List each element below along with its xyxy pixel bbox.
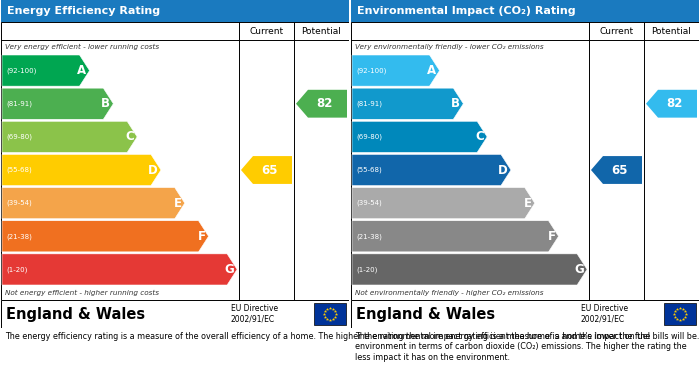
- Text: (39-54): (39-54): [6, 200, 32, 206]
- Text: E: E: [524, 197, 532, 210]
- Text: EU Directive
2002/91/EC: EU Directive 2002/91/EC: [231, 304, 278, 324]
- Text: C: C: [125, 130, 134, 143]
- Text: 65: 65: [261, 163, 278, 176]
- Polygon shape: [646, 90, 697, 118]
- Bar: [664, 303, 696, 325]
- Bar: [314, 303, 346, 325]
- Text: B: B: [102, 97, 111, 110]
- Text: (1-20): (1-20): [356, 266, 377, 273]
- Polygon shape: [2, 221, 209, 252]
- Text: England & Wales: England & Wales: [356, 307, 495, 321]
- Text: Current: Current: [249, 27, 284, 36]
- Polygon shape: [352, 55, 440, 86]
- Text: The environmental impact rating is a measure of a home's impact on the environme: The environmental impact rating is a mea…: [355, 332, 687, 362]
- Text: (69-80): (69-80): [356, 134, 382, 140]
- Polygon shape: [352, 221, 559, 252]
- Polygon shape: [2, 188, 185, 219]
- Polygon shape: [352, 154, 511, 186]
- Text: Current: Current: [599, 27, 634, 36]
- Text: (81-91): (81-91): [356, 100, 382, 107]
- Polygon shape: [352, 88, 463, 119]
- Polygon shape: [241, 156, 292, 184]
- Text: Not environmentally friendly - higher CO₂ emissions: Not environmentally friendly - higher CO…: [355, 290, 543, 296]
- Polygon shape: [2, 88, 113, 119]
- Text: (69-80): (69-80): [6, 134, 32, 140]
- Polygon shape: [352, 121, 487, 152]
- Text: (81-91): (81-91): [6, 100, 32, 107]
- Text: EU Directive
2002/91/EC: EU Directive 2002/91/EC: [581, 304, 628, 324]
- Text: Potential: Potential: [302, 27, 342, 36]
- Text: F: F: [197, 230, 206, 243]
- Text: B: B: [452, 97, 461, 110]
- Text: Energy Efficiency Rating: Energy Efficiency Rating: [7, 6, 160, 16]
- Text: The energy efficiency rating is a measure of the overall efficiency of a home. T: The energy efficiency rating is a measur…: [5, 332, 699, 341]
- Text: A: A: [428, 64, 437, 77]
- Polygon shape: [2, 121, 137, 152]
- Polygon shape: [2, 154, 161, 186]
- Text: Very energy efficient - lower running costs: Very energy efficient - lower running co…: [5, 44, 159, 50]
- Text: (55-68): (55-68): [6, 167, 32, 173]
- Text: D: D: [498, 163, 508, 176]
- Text: Potential: Potential: [652, 27, 692, 36]
- Text: 82: 82: [666, 97, 682, 110]
- Text: D: D: [148, 163, 158, 176]
- Text: C: C: [475, 130, 484, 143]
- Text: F: F: [547, 230, 556, 243]
- Text: Environmental Impact (CO₂) Rating: Environmental Impact (CO₂) Rating: [357, 6, 575, 16]
- Text: (21-38): (21-38): [356, 233, 382, 240]
- Text: E: E: [174, 197, 182, 210]
- Text: G: G: [224, 263, 234, 276]
- Polygon shape: [352, 254, 587, 285]
- Polygon shape: [591, 156, 642, 184]
- Text: (92-100): (92-100): [356, 67, 386, 74]
- Text: (55-68): (55-68): [356, 167, 382, 173]
- Text: G: G: [574, 263, 584, 276]
- Polygon shape: [2, 254, 237, 285]
- Text: (21-38): (21-38): [6, 233, 32, 240]
- Text: Not energy efficient - higher running costs: Not energy efficient - higher running co…: [5, 290, 159, 296]
- Polygon shape: [2, 55, 90, 86]
- Text: 65: 65: [611, 163, 628, 176]
- Text: (39-54): (39-54): [356, 200, 382, 206]
- Polygon shape: [296, 90, 347, 118]
- Text: Very environmentally friendly - lower CO₂ emissions: Very environmentally friendly - lower CO…: [355, 44, 544, 50]
- Polygon shape: [352, 188, 535, 219]
- Text: 82: 82: [316, 97, 332, 110]
- Text: A: A: [78, 64, 87, 77]
- Text: England & Wales: England & Wales: [6, 307, 145, 321]
- Text: (1-20): (1-20): [6, 266, 27, 273]
- Text: (92-100): (92-100): [6, 67, 36, 74]
